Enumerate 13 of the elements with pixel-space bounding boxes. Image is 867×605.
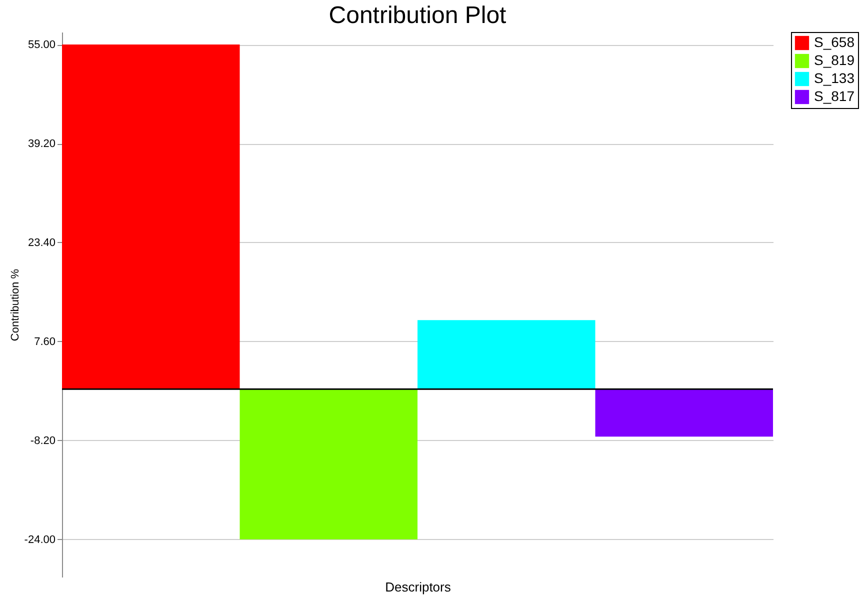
chart-title: Contribution Plot (328, 2, 507, 29)
y-tick-label: -8.20 (30, 434, 56, 447)
y-tick-label: 39.20 (28, 138, 56, 150)
y-axis-title: Contribution % (9, 268, 22, 342)
y-tick-label: -24.00 (24, 534, 56, 546)
legend-label: S_817 (814, 88, 855, 104)
x-axis-title: Descriptors (385, 580, 452, 594)
legend-label: S_819 (814, 52, 855, 68)
y-tick-label: 23.40 (28, 236, 56, 249)
legend-label: S_658 (814, 34, 855, 50)
y-tick-label: 55.00 (28, 39, 56, 52)
legend-label: S_133 (814, 70, 855, 86)
y-tick-label: 7.60 (34, 336, 56, 348)
